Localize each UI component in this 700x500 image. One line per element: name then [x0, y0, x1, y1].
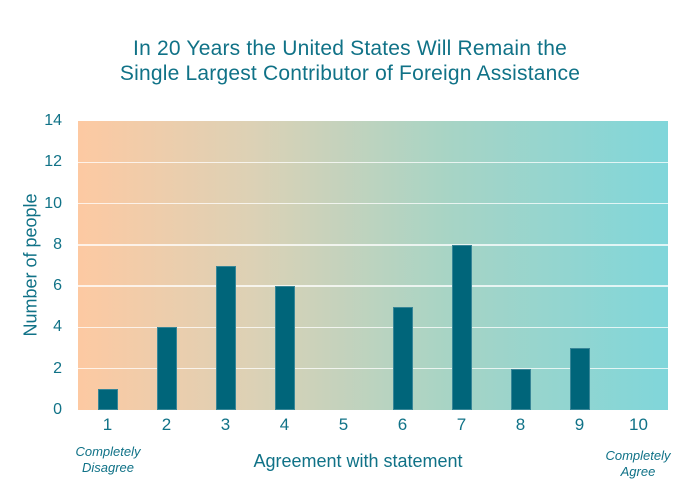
bar-9	[569, 348, 590, 410]
x-tick-8: 8	[515, 415, 526, 434]
gridline-6	[78, 285, 668, 287]
bar-3	[215, 265, 236, 410]
x-tick-3: 3	[220, 415, 231, 434]
y-tick-6: 6	[53, 277, 62, 295]
x-annotation-disagree: Completely Disagree	[75, 444, 141, 475]
x-tick-10: 10	[629, 415, 648, 434]
bar-2	[156, 327, 177, 410]
x-tick-1: 1	[102, 415, 113, 434]
x-tick-9: 9	[574, 415, 585, 434]
bar-1	[97, 389, 118, 410]
x-axis-label: Agreement with statement	[253, 451, 463, 471]
bar-6	[392, 306, 413, 410]
x-tick-4: 4	[279, 415, 290, 434]
gridline-12	[78, 161, 668, 164]
gridline-2	[78, 367, 668, 370]
y-tick-0: 0	[53, 401, 62, 418]
chart-title: In 20 Years the United States Will Remai…	[0, 36, 700, 86]
x-tick-7: 7	[456, 415, 467, 434]
y-tick-4: 4	[53, 318, 62, 336]
x-tick-6: 6	[397, 415, 408, 434]
chart-title-line2: Single Largest Contributor of Foreign As…	[119, 62, 581, 85]
y-axis-ticks: 0 2 4 6 8 10 12 14	[28, 112, 70, 418]
y-tick-8: 8	[53, 235, 62, 253]
y-tick-2: 2	[53, 359, 62, 377]
bar-4	[274, 286, 295, 410]
x-axis-ticks: 1 2 3 4 5 6 7 8 9 10	[78, 415, 668, 435]
gridline-10	[78, 202, 668, 205]
x-annotation-agree: Completely Agree	[605, 448, 671, 479]
y-tick-14: 14	[44, 112, 62, 129]
y-tick-10: 10	[44, 194, 62, 212]
gridline-4	[78, 326, 668, 329]
gridline-8	[78, 244, 668, 246]
plot-area	[78, 121, 668, 410]
y-tick-12: 12	[44, 153, 62, 171]
x-tick-2: 2	[161, 415, 172, 434]
chart-title-line1: In 20 Years the United States Will Remai…	[133, 37, 567, 60]
x-tick-5: 5	[338, 415, 349, 434]
bar-8	[510, 368, 531, 410]
bar-7	[451, 244, 472, 410]
